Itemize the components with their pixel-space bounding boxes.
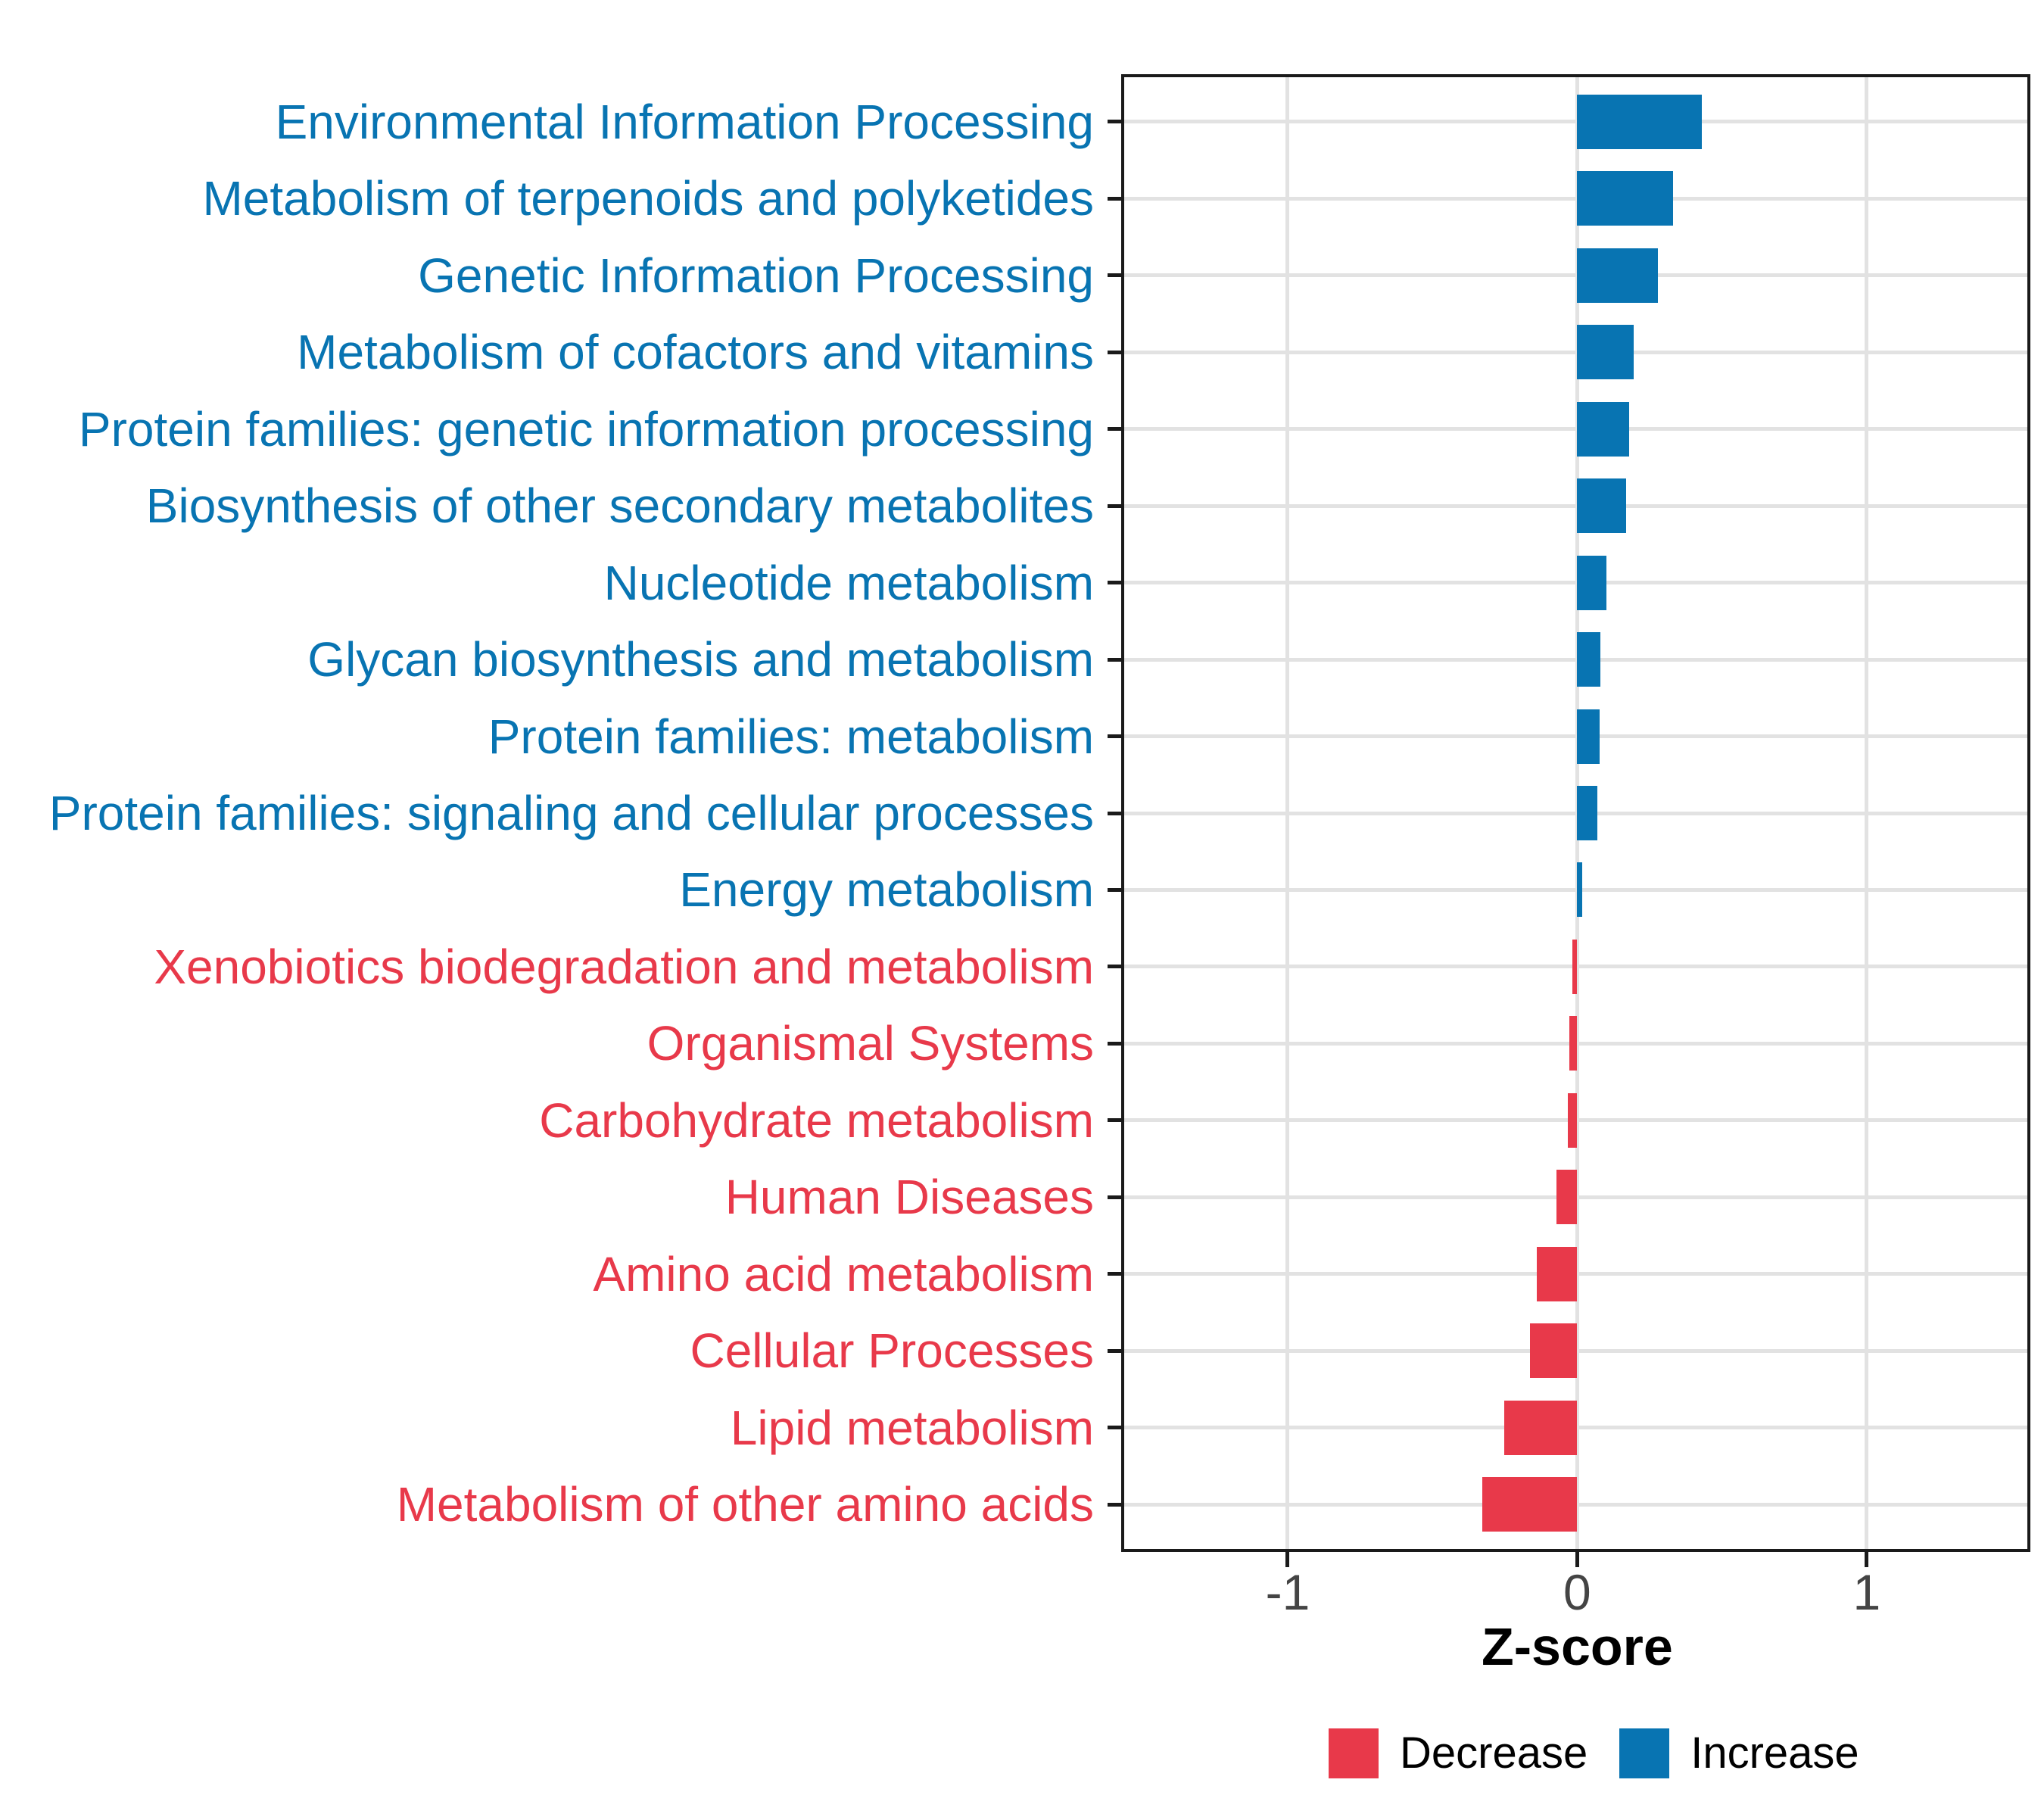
y-axis-tick-mark — [1108, 503, 1123, 508]
y-axis-tick-mark — [1108, 734, 1123, 739]
bar — [1577, 401, 1630, 457]
bar — [1567, 1092, 1578, 1148]
bar — [1556, 1170, 1578, 1225]
y-axis-label: Carbohydrate metabolism — [539, 1092, 1094, 1148]
legend-label: Decrease — [1400, 1728, 1588, 1778]
y-axis-label: Metabolism of other amino acids — [396, 1477, 1094, 1532]
y-axis-tick-mark — [1108, 350, 1123, 354]
y-gridline — [1123, 811, 2029, 815]
bar — [1577, 325, 1634, 380]
bar — [1569, 1016, 1578, 1071]
y-axis-tick-mark — [1108, 273, 1123, 278]
y-axis-label: Cellular Processes — [690, 1323, 1094, 1379]
y-gridline — [1123, 503, 2029, 508]
bar — [1577, 709, 1600, 764]
y-gridline — [1123, 657, 2029, 662]
y-gridline — [1123, 273, 2029, 278]
y-axis-label: Nucleotide metabolism — [603, 555, 1094, 610]
x-axis-tick-mark — [1865, 1552, 1869, 1567]
y-axis-label: Protein families: genetic information pr… — [78, 401, 1094, 457]
y-gridline — [1123, 427, 2029, 432]
y-axis-label: Biosynthesis of other secondary metaboli… — [145, 478, 1094, 534]
y-axis-label: Xenobiotics biodegradation and metabolis… — [154, 939, 1094, 994]
bar — [1572, 939, 1578, 994]
y-axis-tick-mark — [1108, 1272, 1123, 1276]
legend: Decrease Increase — [1329, 1728, 1859, 1778]
bar — [1577, 632, 1601, 687]
y-axis-tick-mark — [1108, 120, 1123, 124]
bar — [1577, 478, 1627, 534]
y-axis-tick-mark — [1108, 1118, 1123, 1123]
bar — [1577, 786, 1598, 840]
y-axis-label: Environmental Information Processing — [275, 94, 1094, 149]
y-gridline — [1123, 581, 2029, 585]
y-axis-tick-mark — [1108, 1502, 1123, 1507]
x-axis-tick-label: -1 — [1265, 1564, 1310, 1620]
bar — [1536, 1246, 1578, 1301]
legend-label: Increase — [1690, 1728, 1859, 1778]
y-gridline — [1123, 120, 2029, 124]
y-axis-tick-mark — [1108, 196, 1123, 201]
y-axis-label: Genetic Information Processing — [418, 248, 1094, 303]
y-gridline — [1123, 734, 2029, 739]
y-axis-label: Protein families: metabolism — [488, 709, 1094, 764]
y-axis-label: Human Diseases — [724, 1170, 1094, 1225]
bar — [1577, 171, 1673, 226]
y-axis-tick-mark — [1108, 811, 1123, 815]
y-axis-tick-mark — [1108, 887, 1123, 892]
x-axis-title: Z-score — [1481, 1617, 1673, 1676]
y-axis-tick-mark — [1108, 1348, 1123, 1353]
y-axis-label: Energy metabolism — [679, 862, 1094, 918]
legend-swatch-decrease — [1329, 1728, 1379, 1778]
y-gridline — [1123, 196, 2029, 201]
y-axis-tick-mark — [1108, 1041, 1123, 1046]
bar — [1503, 1400, 1578, 1455]
bar — [1577, 94, 1702, 149]
y-axis-label: Protein families: signaling and cellular… — [48, 786, 1094, 840]
y-axis-label: Metabolism of cofactors and vitamins — [297, 325, 1094, 380]
bar — [1577, 862, 1582, 918]
x-axis-tick-mark — [1575, 1552, 1579, 1567]
bar — [1577, 555, 1606, 610]
bar — [1482, 1477, 1578, 1532]
y-axis-label: Glycan biosynthesis and metabolism — [307, 632, 1094, 687]
y-gridline — [1123, 887, 2029, 892]
y-axis-tick-mark — [1108, 657, 1123, 662]
legend-item-increase: Increase — [1619, 1728, 1859, 1778]
x-axis-tick-label: 0 — [1563, 1564, 1591, 1620]
x-axis-tick-label: 1 — [1852, 1564, 1881, 1620]
x-axis-tick-mark — [1285, 1552, 1290, 1567]
y-axis-tick-mark — [1108, 581, 1123, 585]
bar — [1530, 1323, 1578, 1379]
legend-swatch-increase — [1619, 1728, 1670, 1778]
y-axis-label: Organismal Systems — [647, 1016, 1094, 1071]
y-axis-label: Metabolism of terpenoids and polyketides — [202, 171, 1094, 226]
y-axis-tick-mark — [1108, 427, 1123, 432]
y-axis-tick-mark — [1108, 965, 1123, 969]
y-axis-label: Amino acid metabolism — [593, 1246, 1094, 1301]
legend-item-decrease: Decrease — [1329, 1728, 1588, 1778]
bar — [1577, 248, 1659, 303]
y-axis-tick-mark — [1108, 1426, 1123, 1430]
y-gridline — [1123, 350, 2029, 354]
y-axis-label: Lipid metabolism — [730, 1400, 1094, 1455]
y-axis-tick-mark — [1108, 1195, 1123, 1199]
